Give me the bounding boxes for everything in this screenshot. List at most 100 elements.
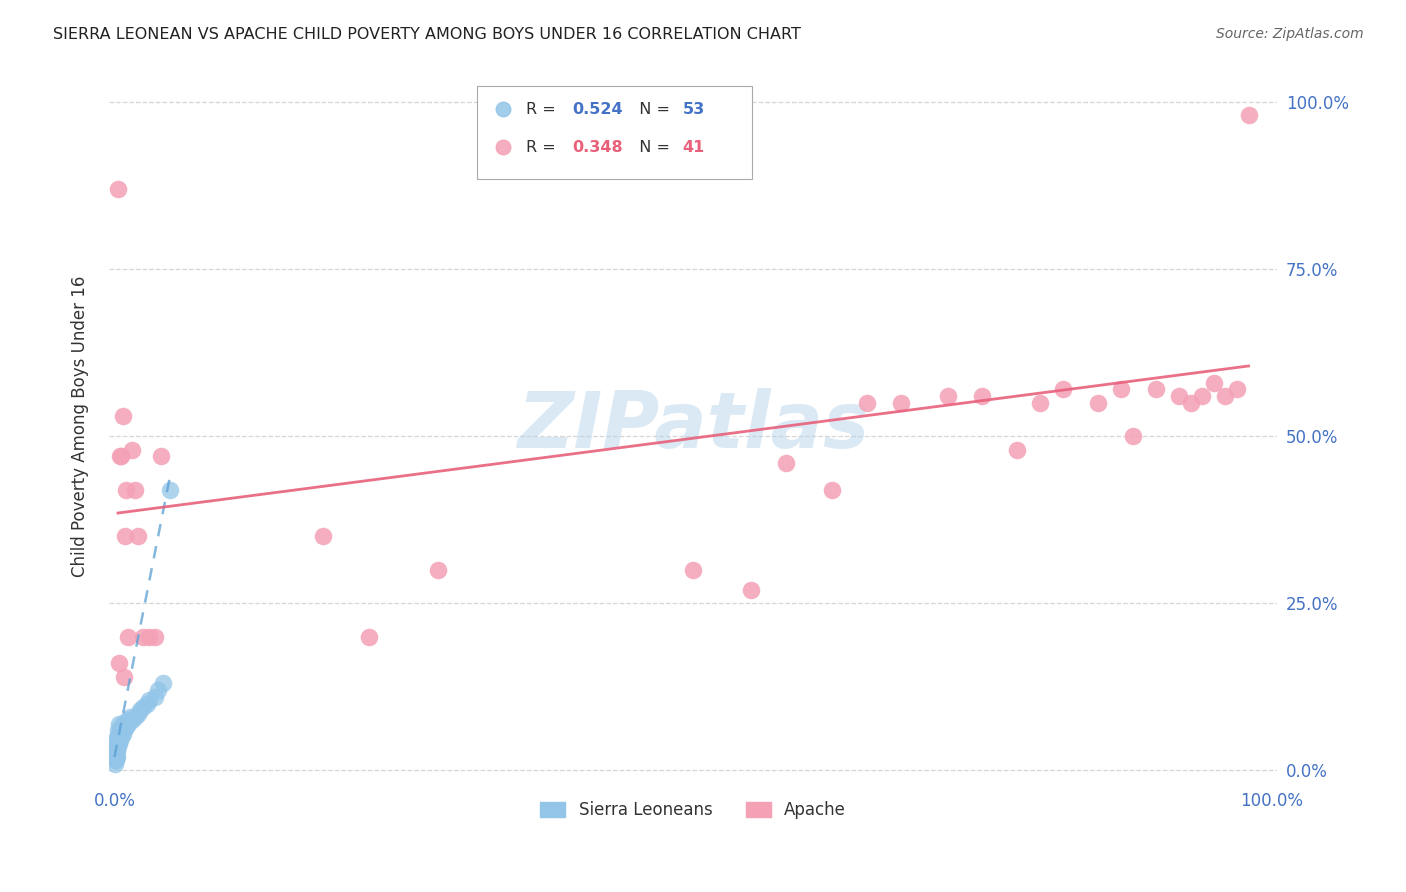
- Point: [110, 720, 132, 734]
- Point: [121, 713, 143, 727]
- Point: [105, 739, 128, 754]
- Point: [1144, 383, 1167, 397]
- Text: R =: R =: [526, 140, 561, 154]
- Point: [152, 676, 174, 690]
- Point: [972, 389, 994, 403]
- Point: [159, 483, 181, 497]
- Text: R =: R =: [526, 102, 561, 117]
- Point: [107, 182, 129, 196]
- Point: [104, 737, 127, 751]
- Point: [1215, 389, 1237, 403]
- Point: [149, 449, 172, 463]
- Point: [105, 743, 128, 757]
- Point: [105, 739, 128, 754]
- Text: N =: N =: [628, 140, 675, 154]
- Text: 53: 53: [682, 102, 704, 117]
- Point: [312, 529, 335, 543]
- Point: [111, 726, 134, 740]
- Point: [115, 720, 138, 734]
- Text: 0.524: 0.524: [572, 102, 623, 117]
- Point: [124, 710, 146, 724]
- Point: [494, 169, 516, 183]
- Point: [1226, 383, 1249, 397]
- Point: [936, 389, 959, 403]
- Point: [104, 747, 127, 761]
- Point: [1122, 429, 1144, 443]
- Point: [112, 723, 135, 738]
- Point: [1087, 395, 1109, 409]
- Point: [107, 737, 129, 751]
- Point: [104, 747, 127, 761]
- Point: [110, 449, 132, 463]
- Point: [110, 730, 132, 744]
- Point: [115, 483, 138, 497]
- Point: [427, 563, 450, 577]
- Point: [1109, 383, 1132, 397]
- Point: [1180, 395, 1202, 409]
- Point: [1202, 376, 1225, 390]
- Point: [107, 723, 129, 738]
- Point: [105, 750, 128, 764]
- Point: [105, 737, 128, 751]
- Point: [132, 630, 155, 644]
- Point: [143, 690, 166, 704]
- Point: [127, 529, 149, 543]
- Point: [117, 630, 139, 644]
- Point: [111, 409, 134, 423]
- Point: [821, 483, 844, 497]
- Legend: Sierra Leoneans, Apache: Sierra Leoneans, Apache: [534, 794, 852, 825]
- Point: [1237, 108, 1260, 122]
- Point: [357, 630, 380, 644]
- Point: [129, 703, 152, 717]
- Point: [110, 723, 132, 738]
- Point: [135, 697, 157, 711]
- Point: [115, 713, 138, 727]
- Point: [104, 743, 127, 757]
- Point: [108, 716, 131, 731]
- Point: [104, 756, 127, 771]
- Text: ZIPatlas: ZIPatlas: [517, 388, 869, 464]
- Point: [105, 730, 128, 744]
- Point: [114, 529, 136, 543]
- Point: [105, 743, 128, 757]
- Point: [117, 716, 139, 731]
- Point: [104, 753, 127, 767]
- Text: 41: 41: [682, 140, 704, 154]
- Text: SIERRA LEONEAN VS APACHE CHILD POVERTY AMONG BOYS UNDER 16 CORRELATION CHART: SIERRA LEONEAN VS APACHE CHILD POVERTY A…: [53, 27, 801, 42]
- Point: [1005, 442, 1028, 457]
- Point: [143, 630, 166, 644]
- Point: [1029, 395, 1052, 409]
- Point: [105, 750, 128, 764]
- Point: [494, 133, 516, 147]
- Point: [110, 449, 132, 463]
- Point: [132, 699, 155, 714]
- Text: Source: ZipAtlas.com: Source: ZipAtlas.com: [1216, 27, 1364, 41]
- Point: [104, 743, 127, 757]
- Point: [112, 670, 135, 684]
- Point: [127, 706, 149, 721]
- Point: [108, 726, 131, 740]
- Point: [682, 563, 704, 577]
- Point: [107, 730, 129, 744]
- Text: N =: N =: [628, 102, 675, 117]
- Point: [111, 716, 134, 731]
- Point: [104, 743, 127, 757]
- Point: [775, 456, 797, 470]
- Point: [104, 753, 127, 767]
- Point: [138, 693, 160, 707]
- Point: [1168, 389, 1191, 403]
- Point: [138, 630, 160, 644]
- Point: [124, 483, 146, 497]
- Point: [108, 737, 131, 751]
- Point: [740, 582, 762, 597]
- Point: [121, 442, 143, 457]
- Point: [148, 683, 170, 698]
- Point: [110, 733, 132, 747]
- Text: 0.348: 0.348: [572, 140, 623, 154]
- Point: [104, 750, 127, 764]
- Point: [855, 395, 877, 409]
- Point: [104, 750, 127, 764]
- Point: [890, 395, 912, 409]
- Point: [104, 750, 127, 764]
- Point: [114, 716, 136, 731]
